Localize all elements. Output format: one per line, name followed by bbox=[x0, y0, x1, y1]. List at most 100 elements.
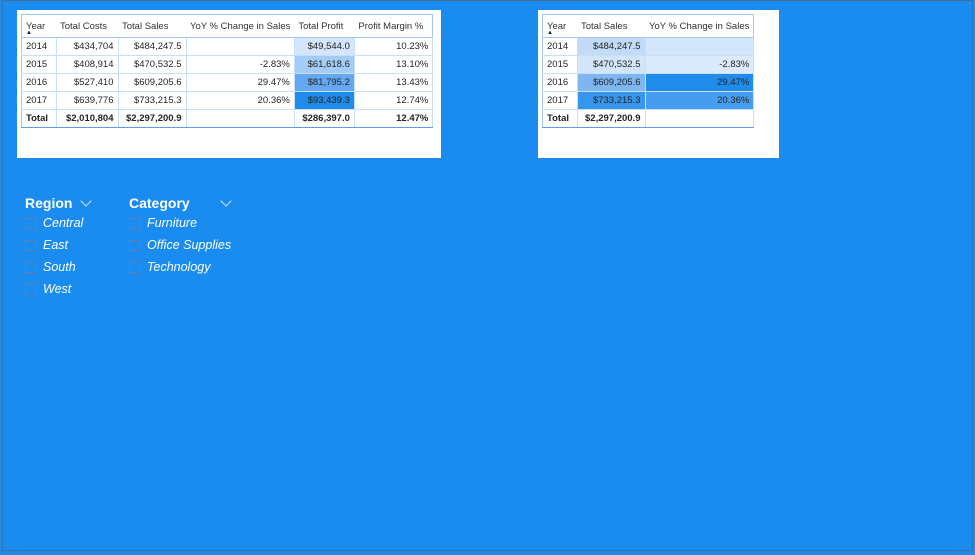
table-row: 2015 $470,532.5 -2.83% bbox=[542, 55, 755, 74]
table-row: 2014 $484,247.5 bbox=[542, 37, 755, 56]
column-header-total-sales[interactable]: Total Sales bbox=[118, 14, 186, 38]
cell-total-profit: $61,618.6 bbox=[294, 55, 355, 74]
cell-yoy-change bbox=[645, 109, 755, 128]
slicer-item-south[interactable]: South bbox=[25, 256, 90, 278]
column-header-total-profit[interactable]: Total Profit bbox=[294, 14, 355, 38]
table-header-row: Year ▲ Total Costs Total Sales YoY % Chan… bbox=[21, 14, 433, 38]
cell-year: 2017 bbox=[21, 91, 57, 110]
table-row: 2017 $733,215.3 20.36% bbox=[542, 91, 755, 110]
category-slicer-header[interactable]: Category bbox=[129, 194, 232, 212]
cell-total-sales: $470,532.5 bbox=[577, 55, 646, 74]
checkbox[interactable] bbox=[25, 217, 36, 229]
cell-year: 2016 bbox=[21, 73, 57, 92]
cell-yoy-change: 20.36% bbox=[645, 91, 755, 110]
cell-profit-margin: 12.74% bbox=[354, 91, 434, 110]
slicer-item-furniture[interactable]: Furniture bbox=[129, 212, 231, 234]
slicer-item-label: South bbox=[43, 260, 76, 274]
cell-profit-margin: 12.47% bbox=[354, 109, 434, 128]
cell-total-profit: $93,439.3 bbox=[294, 91, 355, 110]
cell-year: 2014 bbox=[21, 37, 57, 56]
cell-total-sales: $2,297,200.9 bbox=[118, 109, 187, 128]
cell-yoy-change: 29.47% bbox=[186, 73, 295, 92]
cell-total-label: Total bbox=[21, 109, 57, 128]
cell-total-costs: $408,914 bbox=[56, 55, 119, 74]
checkbox[interactable] bbox=[25, 261, 36, 273]
cell-total-profit: $49,544.0 bbox=[294, 37, 355, 56]
cell-total-sales: $733,215.3 bbox=[577, 91, 646, 110]
table-row: 2015 $408,914 $470,532.5 -2.83% $61,618.… bbox=[21, 55, 434, 74]
cell-total-sales: $733,215.3 bbox=[118, 91, 187, 110]
cell-yoy-change: 20.36% bbox=[186, 91, 295, 110]
profit-matrix-visual[interactable]: Year ▲ Total Costs Total Sales YoY % Chan… bbox=[17, 10, 441, 158]
slicer-item-west[interactable]: West bbox=[25, 278, 90, 300]
cell-total-costs: $2,010,804 bbox=[56, 109, 119, 128]
cell-year: 2014 bbox=[542, 37, 578, 56]
slicer-item-label: Furniture bbox=[147, 216, 198, 230]
checkbox[interactable] bbox=[129, 217, 140, 229]
cell-yoy-change: 29.47% bbox=[645, 73, 755, 92]
cell-yoy-change: -2.83% bbox=[645, 55, 755, 74]
cell-yoy-change bbox=[186, 37, 295, 56]
region-slicer: Region Central East South West bbox=[25, 194, 93, 300]
column-header-profit-margin[interactable]: Profit Margin % bbox=[354, 14, 433, 38]
checkbox[interactable] bbox=[129, 239, 140, 251]
chevron-down-icon[interactable] bbox=[220, 194, 232, 207]
category-slicer: Category Furniture Office Supplies Techn… bbox=[129, 194, 232, 278]
cell-total-sales: $484,247.5 bbox=[577, 37, 646, 56]
sales-matrix-visual[interactable]: Year ▲ Total Sales YoY % Change in Sales … bbox=[538, 10, 779, 158]
cell-total-profit: $81,795.2 bbox=[294, 73, 355, 92]
table-total-row: Total $2,297,200.9 bbox=[542, 109, 755, 128]
table-header-row: Year ▲ Total Sales YoY % Change in Sales bbox=[542, 14, 754, 38]
cell-yoy-change bbox=[186, 109, 295, 128]
cell-total-profit: $286,397.0 bbox=[294, 109, 355, 128]
region-slicer-title: Region bbox=[25, 195, 73, 211]
cell-total-costs: $434,704 bbox=[56, 37, 119, 56]
profit-matrix-table: Year ▲ Total Costs Total Sales YoY % Chan… bbox=[21, 14, 434, 128]
column-header-yoy-change[interactable]: YoY % Change in Sales bbox=[186, 14, 295, 38]
sort-ascending-icon: ▲ bbox=[26, 30, 32, 36]
slicer-item-east[interactable]: East bbox=[25, 234, 90, 256]
cell-profit-margin: 13.10% bbox=[354, 55, 434, 74]
column-header-year[interactable]: Year ▲ bbox=[21, 14, 56, 38]
cell-profit-margin: 10.23% bbox=[354, 37, 434, 56]
checkbox[interactable] bbox=[25, 239, 36, 251]
column-header-total-costs[interactable]: Total Costs bbox=[56, 14, 118, 38]
cell-yoy-change bbox=[645, 37, 755, 56]
cell-total-costs: $527,410 bbox=[56, 73, 119, 92]
cell-total-sales: $609,205.6 bbox=[118, 73, 187, 92]
table-row: 2017 $639,776 $733,215.3 20.36% $93,439.… bbox=[21, 91, 434, 110]
slicer-item-central[interactable]: Central bbox=[25, 212, 90, 234]
table-row: 2016 $609,205.6 29.47% bbox=[542, 73, 755, 92]
column-header-year[interactable]: Year ▲ bbox=[542, 14, 577, 38]
sales-matrix-table: Year ▲ Total Sales YoY % Change in Sales … bbox=[542, 14, 755, 128]
table-row: 2016 $527,410 $609,205.6 29.47% $81,795.… bbox=[21, 73, 434, 92]
table-row: 2014 $434,704 $484,247.5 $49,544.0 10.23… bbox=[21, 37, 434, 56]
column-header-total-sales[interactable]: Total Sales bbox=[577, 14, 645, 38]
checkbox[interactable] bbox=[25, 283, 36, 295]
slicer-item-label: Office Supplies bbox=[147, 238, 232, 252]
cell-total-sales: $470,532.5 bbox=[118, 55, 187, 74]
sort-ascending-icon: ▲ bbox=[547, 30, 553, 36]
cell-total-label: Total bbox=[542, 109, 578, 128]
slicer-item-office-supplies[interactable]: Office Supplies bbox=[129, 234, 231, 256]
cell-year: 2015 bbox=[21, 55, 57, 74]
cell-year: 2015 bbox=[542, 55, 578, 74]
chevron-down-icon[interactable] bbox=[80, 194, 93, 207]
region-slicer-header[interactable]: Region bbox=[25, 194, 93, 212]
cell-total-costs: $639,776 bbox=[56, 91, 119, 110]
cell-profit-margin: 13.43% bbox=[354, 73, 434, 92]
cell-year: 2017 bbox=[542, 91, 578, 110]
slicer-item-technology[interactable]: Technology bbox=[129, 256, 231, 278]
cell-year: 2016 bbox=[542, 73, 578, 92]
table-total-row: Total $2,010,804 $2,297,200.9 $286,397.0… bbox=[21, 109, 434, 128]
slicer-item-label: Technology bbox=[147, 260, 211, 274]
slicer-item-label: East bbox=[43, 238, 69, 252]
category-slicer-title: Category bbox=[129, 195, 190, 211]
cell-total-sales: $2,297,200.9 bbox=[577, 109, 646, 128]
cell-total-sales: $609,205.6 bbox=[577, 73, 646, 92]
cell-yoy-change: -2.83% bbox=[186, 55, 295, 74]
checkbox[interactable] bbox=[129, 261, 140, 273]
slicer-item-label: Central bbox=[43, 216, 84, 230]
column-header-yoy-change[interactable]: YoY % Change in Sales bbox=[645, 14, 754, 38]
